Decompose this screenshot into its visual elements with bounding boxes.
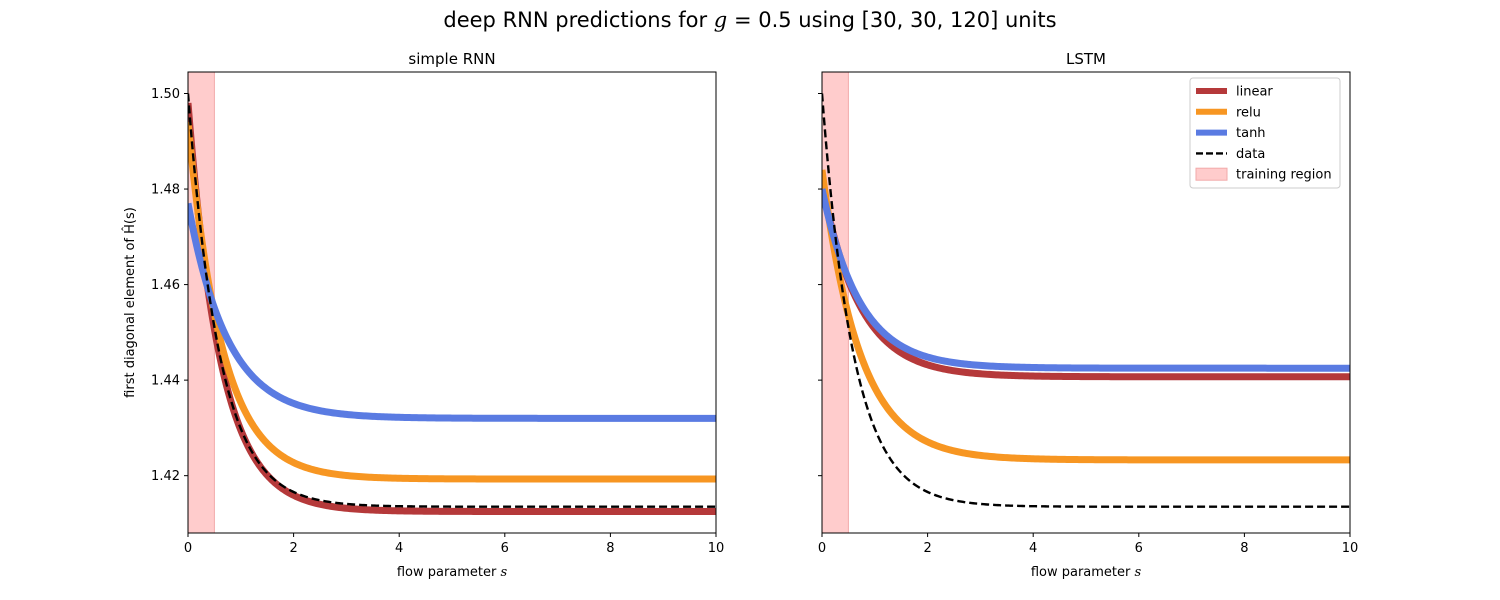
figure-title-prefix: deep RNN predictions for [443, 8, 708, 32]
series-tanh-line [188, 202, 716, 422]
series-relu-line [188, 121, 716, 483]
legend-frame [1189, 77, 1341, 189]
axes-frame [187, 71, 717, 534]
legend-label-linear: linear [1236, 85, 1273, 100]
x-axis-label: flow parameter s [1031, 565, 1142, 580]
series-data-line [188, 93, 716, 508]
series-relu-line [822, 169, 1350, 464]
y-tick-label: 1.46 [151, 278, 180, 293]
x-tick-label: 2 [289, 541, 297, 556]
x-tick-label: 0 [818, 541, 826, 556]
x-axis-label-text: flow parameter [1031, 565, 1135, 580]
legend-swatch-training [1195, 167, 1228, 181]
x-tick-label: 2 [923, 541, 931, 556]
x-axis-label-variable: s [1135, 565, 1142, 580]
legend-label-data: data [1236, 147, 1265, 162]
x-tick-label: 8 [606, 541, 614, 556]
x-tick-label: 6 [1135, 541, 1143, 556]
x-tick-label: 10 [1342, 541, 1359, 556]
x-tick-label: 10 [708, 541, 725, 556]
panel-title: simple RNN [408, 50, 495, 68]
x-tick-label: 4 [1029, 541, 1037, 556]
figure-title-variable: g [713, 8, 728, 32]
axes-frame [821, 71, 1351, 534]
legend-label-training: training region [1236, 168, 1332, 183]
panel-simple-rnn: 0 2 4 6 8 10 1.42 1.44 1.46 1.48 1.50 simple RNN flo… [122, 50, 724, 580]
series-linear-line [188, 102, 716, 515]
x-axis-label-variable: s [501, 565, 508, 580]
y-tick-label: 1.42 [151, 469, 180, 484]
figure-title-suffix: = 0.5 using [30, 30, 120] units [733, 8, 1057, 32]
y-tick-label: 1.50 [151, 87, 180, 102]
x-axis-label-text: flow parameter [397, 565, 501, 580]
series-tanh-line [822, 188, 1350, 372]
y-tick-label: 1.44 [151, 374, 180, 389]
y-tick-label: 1.48 [151, 183, 180, 198]
x-tick-label: 4 [395, 541, 403, 556]
x-tick-label: 6 [501, 541, 509, 556]
x-tick-label: 8 [1240, 541, 1248, 556]
series-data-line [822, 93, 1350, 508]
legend-label-tanh: tanh [1236, 126, 1266, 141]
x-tick-label: 0 [184, 541, 192, 556]
y-axis-label: first diagonal element of Ĥ(s) [122, 207, 138, 398]
panel-lstm: 0 2 4 6 8 10 LSTM flow parameter s [818, 50, 1358, 580]
x-axis-label: flow parameter s [397, 565, 508, 580]
legend-label-relu: relu [1236, 105, 1261, 120]
legend: linear relu tanh data training region [1189, 77, 1341, 189]
panel-title: LSTM [1066, 50, 1106, 68]
figure-title: deep RNN predictions for g = 0.5 using [… [0, 8, 1500, 32]
series-linear-line [822, 183, 1350, 381]
